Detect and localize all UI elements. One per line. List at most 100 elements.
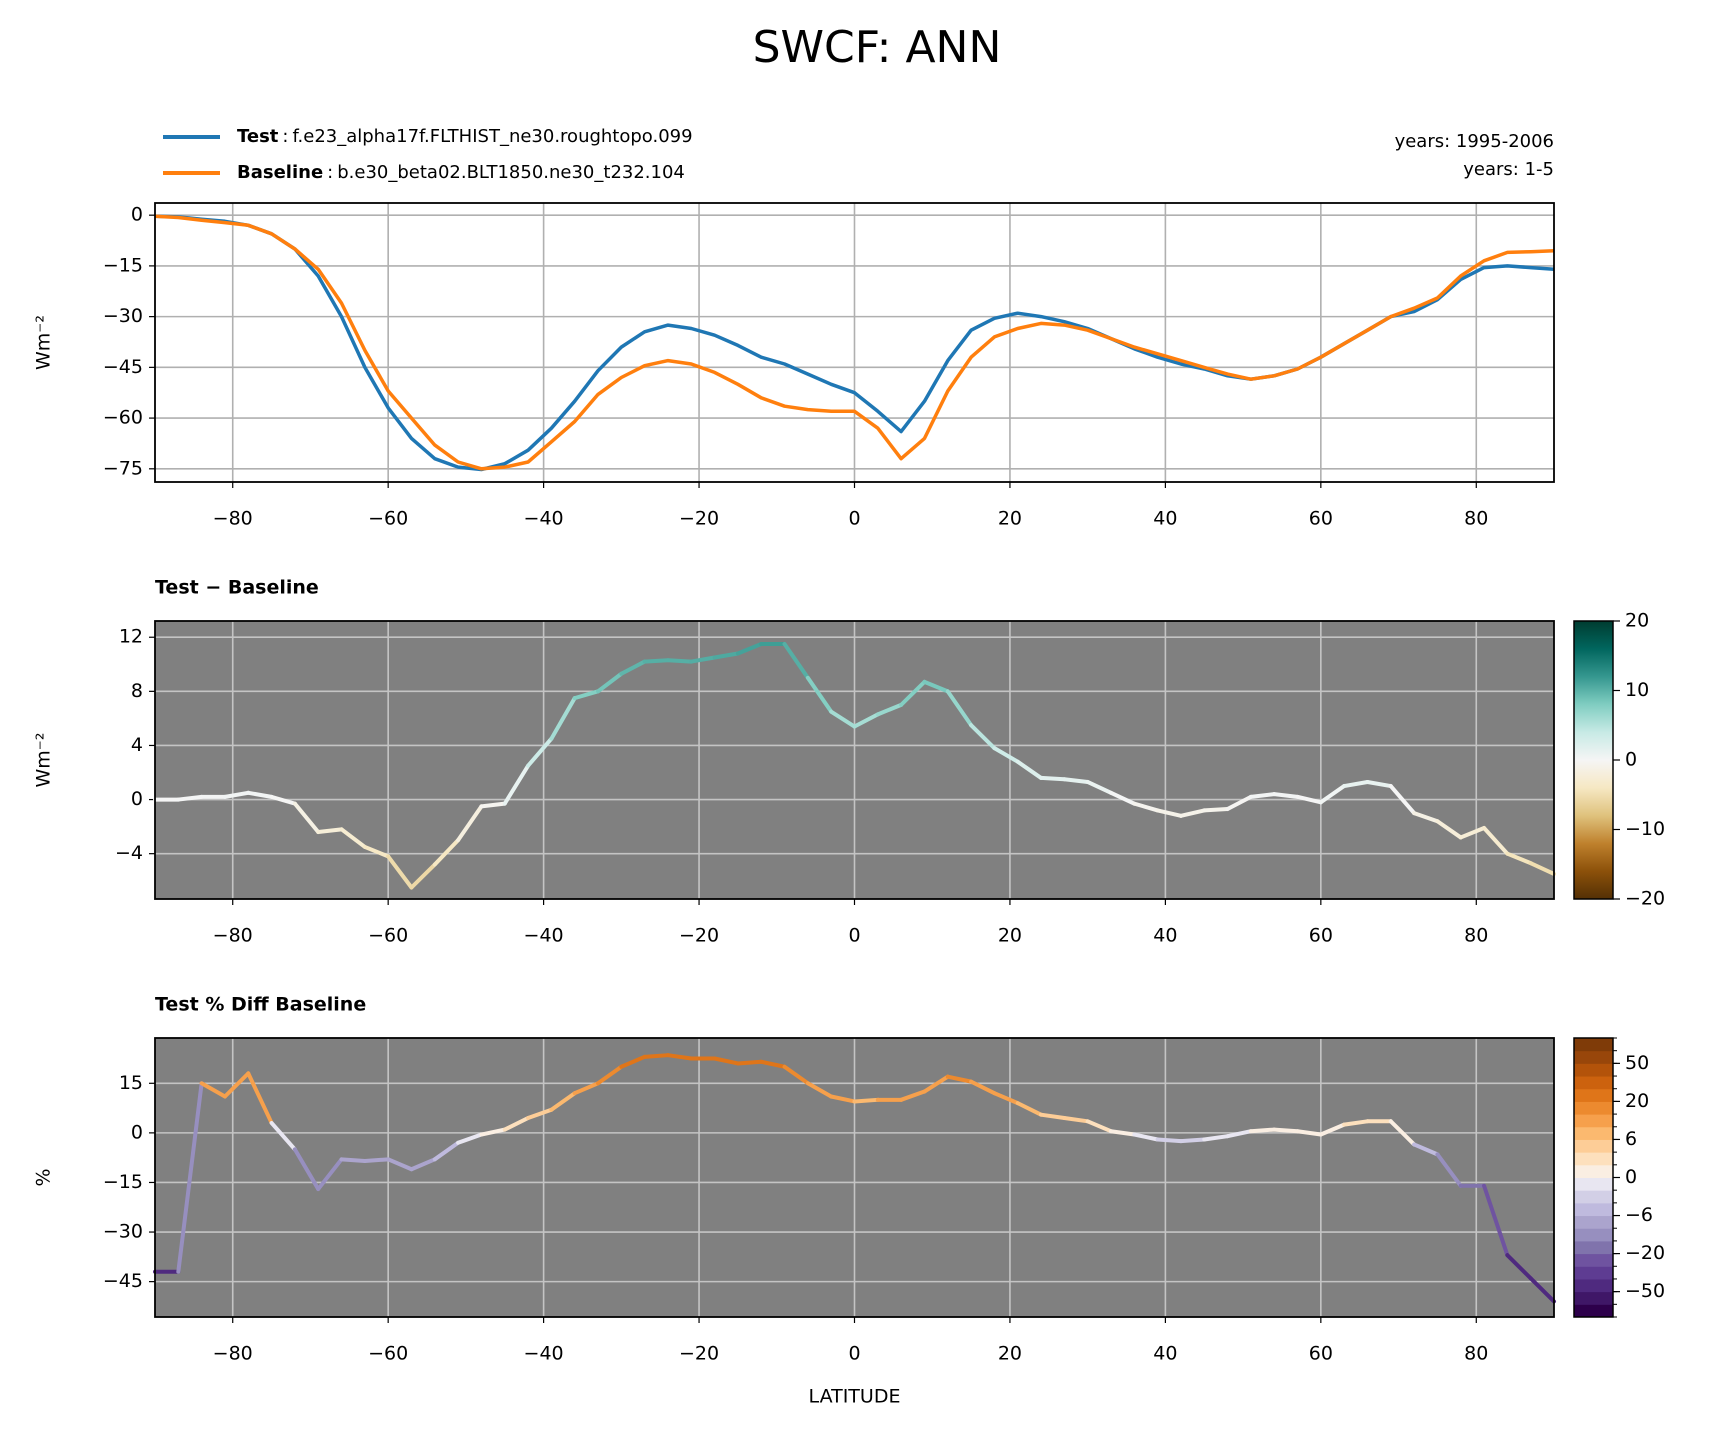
line-segment — [665, 658, 694, 664]
line-segment — [1528, 861, 1556, 876]
y-tick-label: 12 — [119, 626, 143, 648]
y-tick-label: 4 — [131, 734, 143, 756]
line-segment — [852, 1097, 880, 1104]
line-segment — [549, 1091, 577, 1112]
line-segment — [432, 1140, 461, 1162]
colorbar-tick-label: −50 — [1625, 1280, 1665, 1302]
x-tick-label: 80 — [1464, 1343, 1488, 1365]
x-axis-label: LATITUDE — [809, 1386, 901, 1408]
y-axis-label: % — [33, 1168, 55, 1186]
line-segment — [362, 1157, 391, 1163]
line-segment — [1039, 1112, 1067, 1120]
line-segment — [1272, 1127, 1300, 1134]
line-segment — [409, 862, 437, 890]
line-segment — [176, 1081, 204, 1274]
line-segment — [642, 1053, 670, 1059]
line-segment — [1388, 784, 1417, 816]
line-segment — [596, 671, 624, 694]
x-tick-label: 20 — [998, 925, 1022, 947]
line-segment — [1318, 1122, 1347, 1137]
line-segment — [899, 679, 927, 707]
colorbar-band — [1574, 1177, 1613, 1191]
plot-frame — [154, 620, 1555, 900]
line-segment — [619, 659, 647, 676]
line-segment — [386, 1157, 414, 1172]
line-segment — [1132, 801, 1160, 813]
line-segment — [199, 1081, 227, 1099]
line-segment — [479, 1127, 507, 1137]
colorbar-tick-label: −20 — [1625, 1242, 1665, 1264]
x-tick-label: −40 — [524, 508, 564, 530]
line-segment — [875, 702, 904, 717]
annotation: years: 1995-2006 — [1395, 131, 1554, 152]
y-axis-label: Wm⁻² — [33, 733, 55, 788]
y-tick-label: −15 — [103, 1171, 143, 1193]
legend-name: Baseline — [237, 162, 323, 183]
colorbar-band — [1574, 1278, 1613, 1293]
line-segment — [572, 1081, 601, 1096]
line-segment — [1225, 794, 1253, 812]
line-segment — [922, 679, 950, 694]
line-segment — [502, 1115, 531, 1132]
line-segment — [1412, 1142, 1440, 1157]
annotation: years: 1-5 — [1463, 159, 1554, 180]
line-segment — [316, 1157, 344, 1192]
line-segment — [1435, 819, 1463, 840]
line-segment — [1155, 1137, 1183, 1144]
x-tick-label: 60 — [1309, 1343, 1333, 1365]
x-tick-label: 20 — [998, 508, 1022, 530]
line-segment — [945, 689, 974, 728]
x-tick-label: −40 — [524, 925, 564, 947]
y-tick-label: −30 — [103, 1221, 143, 1243]
y-tick-label: −45 — [103, 356, 143, 378]
line-segment — [712, 1056, 740, 1066]
line-segment — [596, 1064, 624, 1086]
colorbar-tick-label: 0 — [1625, 1166, 1637, 1188]
colorbar-band — [1574, 1126, 1613, 1140]
series-line — [154, 214, 1555, 471]
x-tick-label: 0 — [848, 925, 860, 947]
y-tick-label: −60 — [103, 407, 143, 429]
x-tick-label: −80 — [213, 925, 253, 947]
line-segment — [969, 1079, 997, 1096]
legend-name: Test — [237, 126, 279, 147]
line-segment — [1318, 784, 1347, 805]
line-segment — [386, 854, 414, 890]
legend-case: f.e23_alpha17f.FLTHIST_ne30.roughtopo.09… — [293, 126, 693, 147]
colorbar-band — [1574, 1152, 1613, 1166]
colorbar-tick-label: −10 — [1625, 818, 1665, 840]
line-segment — [1435, 1152, 1463, 1188]
line-segment — [735, 641, 764, 656]
colorbar-tick-label: 50 — [1625, 1052, 1649, 1074]
line-segment — [1202, 1134, 1230, 1142]
line-segment — [1295, 794, 1323, 805]
line-segment — [1365, 779, 1393, 789]
colorbar-tick-label: −6 — [1625, 1204, 1653, 1226]
x-tick-label: 0 — [848, 1343, 860, 1365]
colorbar-band — [1574, 1114, 1613, 1128]
line-segment — [456, 1132, 484, 1145]
line-segment — [852, 712, 880, 729]
line-segment — [805, 675, 834, 714]
line-segment — [642, 658, 670, 664]
y-tick-label: −15 — [103, 254, 143, 276]
line-segment — [1225, 1129, 1253, 1139]
line-segment — [1155, 808, 1183, 818]
line-segment — [945, 1074, 974, 1084]
x-tick-label: 60 — [1309, 508, 1333, 530]
colorbar-band — [1574, 1050, 1613, 1064]
x-tick-label: −60 — [368, 1343, 408, 1365]
y-tick-label: 8 — [131, 680, 143, 702]
line-segment — [1388, 1119, 1417, 1147]
line-segment — [1458, 825, 1487, 840]
line-segment — [1178, 1137, 1207, 1144]
line-segment — [1178, 808, 1207, 818]
colorbar-band — [1574, 1202, 1613, 1217]
y-tick-label: −45 — [103, 1270, 143, 1292]
line-segment — [1248, 792, 1277, 799]
x-tick-label: 80 — [1464, 925, 1488, 947]
line-segment — [1342, 1119, 1370, 1127]
line-segment — [269, 1120, 297, 1152]
y-tick-label: −4 — [115, 842, 143, 864]
